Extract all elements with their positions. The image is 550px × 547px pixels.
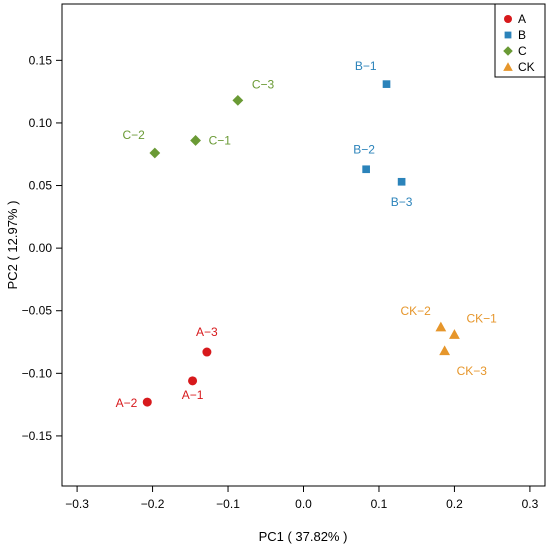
plot-frame	[61, 3, 546, 487]
data-point-ck	[435, 321, 447, 332]
data-point-b	[362, 165, 370, 174]
point-label: CK−1	[466, 312, 497, 326]
point-label: CK−2	[400, 304, 431, 318]
point-label: C−1	[209, 133, 232, 147]
y-tick-label: 0.00	[29, 241, 53, 255]
point-label: A−3	[196, 325, 218, 339]
data-point-c	[149, 147, 161, 159]
point-label: A−1	[182, 388, 204, 402]
data-point-b	[397, 177, 406, 186]
data-point-ck	[439, 345, 451, 356]
legend-marker-b	[504, 31, 512, 39]
point-label: CK−3	[457, 364, 488, 378]
legend-label: CK	[518, 60, 535, 74]
legend-label: B	[518, 28, 526, 42]
x-tick-label: 0.0	[295, 497, 312, 511]
x-tick-label: 0.3	[522, 497, 539, 511]
y-axis: −0.15 −0.10 −0.05 0.00 0.05 0.10 0.15	[22, 53, 62, 443]
point-label: C−3	[252, 77, 275, 91]
data-point-ck	[449, 329, 460, 339]
legend-marker-a	[504, 15, 512, 23]
data-point-a	[142, 397, 152, 407]
x-tick-label: −0.3	[65, 497, 89, 511]
point-label: B−1	[355, 59, 377, 73]
point-labels: A−1 A−2 A−3 B−1 B−2 B−3 C−1 C−2 C−3 CK−1 CK−2 CK−3	[116, 59, 498, 410]
point-label: B−2	[353, 142, 375, 156]
y-tick-label: −0.10	[22, 366, 53, 380]
y-tick-label: −0.05	[22, 304, 53, 318]
y-tick-label: 0.10	[29, 116, 53, 130]
legend-box	[494, 3, 546, 78]
y-tick-label: −0.15	[22, 429, 53, 443]
point-label: A−2	[116, 396, 138, 410]
x-tick-label: 0.2	[446, 497, 463, 511]
y-tick-label: 0.05	[29, 179, 53, 193]
x-axis-title: PC1 ( 37.82% )	[259, 529, 348, 544]
data-point-a	[188, 376, 198, 386]
x-tick-label: −0.1	[216, 497, 240, 511]
y-tick-label: 0.15	[29, 53, 53, 67]
legend-label: C	[518, 44, 527, 58]
legend-marker-c	[503, 46, 513, 56]
x-axis: −0.3 −0.2 −0.1 0.0 0.1 0.2 0.3	[65, 486, 539, 511]
legend-label: A	[518, 12, 526, 26]
legend: ABC CK	[494, 3, 546, 78]
data-point-c	[190, 135, 201, 146]
y-axis-title: PC2 ( 12.97% )	[5, 201, 20, 290]
data-points	[142, 80, 460, 407]
data-point-b	[382, 80, 391, 88]
x-tick-label: −0.2	[141, 497, 165, 511]
x-tick-label: 0.1	[371, 497, 388, 511]
data-point-c	[232, 95, 244, 106]
legend-marker-ck	[503, 62, 513, 71]
point-label: B−3	[391, 195, 413, 209]
point-label: C−2	[122, 128, 145, 142]
data-point-a	[202, 347, 212, 357]
